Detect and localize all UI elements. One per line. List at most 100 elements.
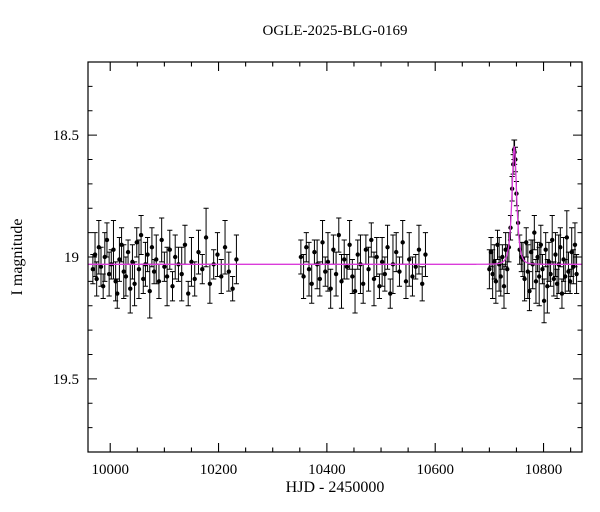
x-tick-label: 10000: [91, 462, 129, 478]
data-point: [125, 249, 131, 255]
data-point: [325, 259, 331, 265]
data-point: [501, 284, 507, 289]
y-tick-label: 19.5: [53, 372, 79, 388]
data-point: [374, 254, 379, 260]
axis-ticks-group: [88, 61, 582, 453]
data-point: [360, 281, 366, 287]
data-point: [420, 281, 425, 287]
data-point: [528, 249, 534, 255]
data-point: [111, 247, 116, 252]
data-point: [159, 237, 164, 243]
data-point: [558, 245, 563, 250]
x-tick-label: 10800: [525, 462, 563, 478]
data-point: [306, 266, 312, 272]
error-bars-group: [90, 139, 580, 324]
data-point: [546, 259, 552, 265]
data-point: [535, 254, 540, 260]
model-curve: [88, 145, 582, 265]
y-tick-label: 19: [64, 250, 79, 266]
data-point: [167, 247, 172, 252]
data-point: [572, 242, 578, 248]
data-point: [138, 232, 144, 238]
data-point: [234, 257, 239, 262]
data-point: [156, 279, 162, 284]
data-point: [149, 245, 155, 250]
data-point: [117, 257, 122, 262]
data-point: [487, 266, 492, 272]
data-point: [320, 240, 325, 245]
data-point: [192, 276, 197, 282]
tick-labels-group: 10000 10200 10400 10600 10800 18.5 19 19.5: [53, 128, 563, 478]
data-point: [134, 240, 139, 245]
data-point: [403, 279, 409, 284]
data-point: [522, 276, 527, 282]
data-point: [328, 286, 333, 291]
data-point: [382, 271, 388, 277]
data-point: [355, 252, 360, 257]
data-point: [182, 242, 188, 248]
data-point: [100, 284, 106, 289]
data-point: [222, 245, 228, 250]
plot-title: OGLE-2025-BLG-0169: [263, 23, 408, 39]
data-point: [331, 247, 336, 252]
data-point: [301, 274, 306, 279]
data-point: [352, 288, 358, 294]
data-point: [189, 259, 194, 265]
data-point: [90, 266, 96, 272]
data-point: [106, 271, 112, 277]
data-point: [400, 240, 405, 245]
x-tick-label: 10600: [416, 462, 454, 478]
data-point: [554, 281, 560, 287]
data-point: [423, 252, 428, 257]
data-point: [179, 271, 184, 277]
data-point: [154, 257, 159, 262]
data-point: [317, 276, 323, 282]
data-point: [548, 271, 553, 277]
data-point: [503, 247, 508, 252]
data-point: [92, 252, 98, 257]
data-point: [416, 247, 422, 252]
data-point: [377, 284, 382, 289]
data-point: [333, 271, 339, 277]
y-axis-label: I magnitude: [9, 219, 26, 296]
data-point: [525, 269, 531, 274]
data-point: [369, 237, 374, 243]
data-point: [571, 264, 576, 269]
data-point: [96, 245, 102, 250]
data-point: [196, 249, 201, 255]
data-point: [207, 281, 213, 287]
data-point: [553, 252, 558, 257]
data-point: [309, 281, 314, 287]
data-point: [366, 266, 371, 272]
data-point: [363, 247, 369, 252]
data-point: [342, 257, 347, 262]
data-point: [538, 242, 544, 248]
data-point: [147, 288, 152, 294]
data-point: [298, 254, 304, 260]
data-point: [130, 259, 135, 265]
data-point: [492, 259, 497, 265]
data-point: [170, 284, 175, 289]
axis-tick-marks: [88, 61, 582, 453]
data-point: [524, 240, 529, 245]
data-point: [339, 279, 344, 284]
x-axis-label: HJD - 2450000: [286, 479, 385, 496]
data-point: [379, 259, 385, 265]
data-point: [490, 271, 495, 277]
data-point: [151, 269, 157, 274]
data-point: [219, 274, 224, 279]
data-point: [230, 286, 235, 291]
data-point: [410, 274, 415, 279]
data-point: [312, 249, 317, 255]
data-point: [323, 269, 328, 274]
data-point: [413, 264, 418, 269]
data-point: [119, 242, 124, 248]
data-point: [394, 249, 399, 255]
data-point: [505, 266, 510, 272]
data-point: [574, 271, 579, 277]
data-point: [162, 264, 167, 269]
data-point: [344, 264, 350, 269]
data-point: [561, 257, 566, 262]
